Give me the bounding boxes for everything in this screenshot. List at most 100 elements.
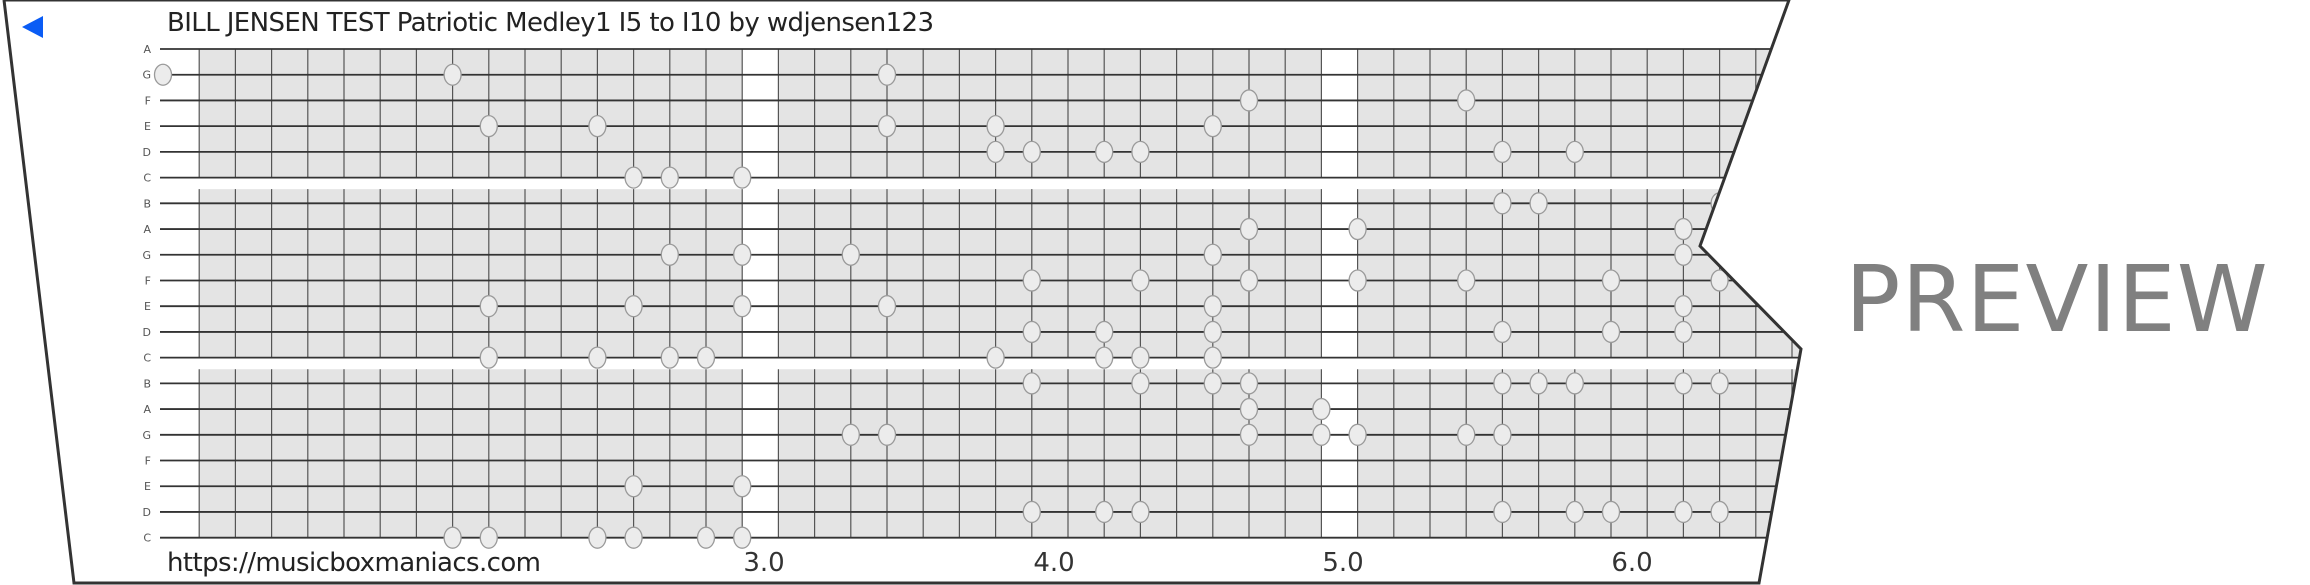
pitch-label: G [142, 69, 151, 82]
note-hole [986, 140, 1005, 164]
paper-cell-column [1357, 369, 1395, 538]
note-hole [624, 475, 643, 498]
note-hole [1493, 140, 1512, 164]
paper-cell-column [1176, 49, 1214, 178]
paper-cell-column [923, 369, 960, 538]
pitch-label: E [144, 120, 151, 133]
paper-cell-column [344, 49, 381, 178]
note-hole [1493, 500, 1512, 524]
paper-cell-column [778, 189, 816, 358]
note-hole [1674, 295, 1693, 318]
paper-cell-column [307, 369, 345, 538]
paper-cell-column [452, 369, 490, 538]
paper-cell-column [525, 189, 562, 358]
note-hole [624, 526, 643, 549]
time-label: 3.0 [743, 548, 785, 578]
paper-cell-column [1611, 49, 1648, 178]
note-hole [1674, 372, 1693, 395]
paper-cell-column [887, 189, 924, 358]
pitch-label: A [143, 223, 151, 236]
note-hole [1131, 346, 1150, 369]
paper-cell-column [669, 49, 707, 178]
note-hole [1095, 346, 1114, 369]
note-hole [1710, 500, 1729, 524]
pitch-label: B [143, 197, 151, 210]
paper-cell-column [959, 189, 997, 358]
note-hole [1022, 269, 1041, 292]
note-hole [1239, 423, 1259, 446]
paper-cell-column [1792, 189, 1801, 358]
note-hole [1529, 372, 1548, 395]
note-hole [877, 63, 897, 86]
note-hole [1457, 89, 1476, 112]
paper-cell-column [923, 189, 960, 358]
note-hole [733, 295, 752, 318]
paper-cell-column [271, 49, 309, 178]
paper-cell-column [1393, 189, 1431, 358]
note-hole [660, 346, 679, 369]
paper-cell-column [633, 189, 671, 358]
note-hole [986, 115, 1005, 138]
paper-cell-column [561, 369, 598, 538]
note-hole [1493, 423, 1512, 446]
paper-cell-column [597, 369, 635, 538]
paper-cell-column [380, 369, 417, 538]
note-hole [733, 166, 752, 189]
note-hole [588, 115, 607, 138]
paper-cell-column [1285, 49, 1322, 178]
paper-cell-column [380, 189, 417, 358]
note-hole [443, 63, 462, 86]
paper-cell-column [235, 189, 273, 358]
note-hole [877, 115, 897, 138]
paper-cell-column [1212, 369, 1250, 538]
note-hole [1095, 320, 1114, 344]
paper-cell-column [669, 369, 707, 538]
note-hole [479, 346, 498, 369]
note-hole [1565, 372, 1584, 395]
note-hole [1022, 372, 1041, 395]
paper-cell-column [706, 369, 743, 538]
pitch-label: D [143, 326, 151, 339]
paper-cell-column [488, 189, 526, 358]
note-hole [588, 346, 607, 369]
paper-cell-column [923, 49, 960, 178]
note-hole [1348, 269, 1367, 292]
pitch-label: A [143, 403, 151, 416]
paper-cell-column [199, 369, 236, 538]
note-hole [1022, 140, 1041, 164]
note-hole [479, 526, 498, 549]
paper-cell-column [488, 49, 526, 178]
note-hole [841, 423, 860, 446]
paper-cell-column [416, 369, 454, 538]
note-hole [1529, 192, 1548, 215]
back-arrow-icon[interactable] [22, 16, 43, 38]
paper-cell-column [814, 49, 852, 178]
note-hole [1203, 346, 1222, 369]
paper-cell-column [887, 369, 924, 538]
note-hole [1565, 500, 1584, 524]
note-hole [479, 115, 498, 138]
site-url[interactable]: https://musicboxmaniacs.com [167, 548, 541, 578]
pitch-label: G [142, 249, 151, 262]
paper-cell-column [1249, 369, 1286, 538]
paper-cell-column [1647, 49, 1684, 178]
paper-cell-column [1393, 49, 1431, 178]
note-hole [986, 346, 1005, 369]
note-hole [877, 423, 897, 446]
time-label: 4.0 [1033, 548, 1075, 578]
note-hole [1601, 269, 1621, 292]
paper-cell-column [597, 189, 635, 358]
preview-watermark: PREVIEW [1845, 246, 2269, 353]
pitch-label: C [143, 172, 151, 185]
paper-cell-column [959, 369, 997, 538]
note-hole [877, 295, 897, 318]
note-hole [1312, 423, 1331, 446]
pitch-label: C [143, 532, 151, 545]
paper-cell-column [850, 369, 888, 538]
note-hole [1674, 500, 1693, 524]
paper-cell-column [561, 189, 598, 358]
paper-cell-column [199, 189, 236, 358]
paper-cell-column [525, 369, 562, 538]
paper-cell-column [1285, 369, 1322, 538]
